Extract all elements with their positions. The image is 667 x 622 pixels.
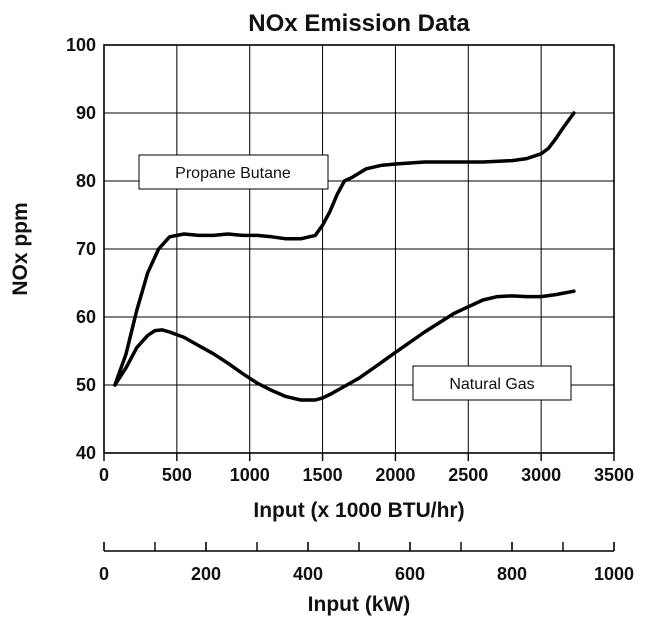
secondary-axis-ticks <box>103 542 615 551</box>
secondary-tick-label: 800 <box>497 564 527 584</box>
secondary-axis-tick-labels: 0 200 400 600 800 1000 <box>99 564 634 584</box>
y-tick-label: 90 <box>76 103 96 123</box>
legend-natural-gas-box <box>412 365 572 401</box>
plot-frame <box>103 44 615 454</box>
x-tick-label: 2500 <box>448 465 488 485</box>
series-group <box>113 111 576 402</box>
series-line-natural-gas <box>113 289 576 402</box>
y-tick-label: 60 <box>76 307 96 327</box>
legend-natural-gas: Natural Gas <box>412 365 572 401</box>
secondary-tick-label: 1000 <box>594 564 634 584</box>
y-tick-label: 50 <box>76 375 96 395</box>
series-line-propane-butane <box>113 111 576 387</box>
x-axis-label: Input (x 1000 BTU/hr) <box>253 499 464 522</box>
secondary-tick-label: 600 <box>395 564 425 584</box>
legend-natural-gas-label: Natural Gas <box>449 376 534 393</box>
legend-propane-butane-label: Propane Butane <box>175 165 291 182</box>
y-axis-label: NOx ppm <box>9 202 32 295</box>
y-tick-labels: 40 50 60 70 80 90 100 <box>66 35 96 463</box>
legend-propane-butane: Propane Butane <box>138 154 329 190</box>
legend-propane-butane-box <box>138 154 329 190</box>
x-tick-label: 3000 <box>521 465 561 485</box>
y-tick-label: 40 <box>76 443 96 463</box>
x-tick-labels: 0 500 1000 1500 2000 2500 3000 3500 <box>99 465 634 485</box>
secondary-tick-label: 400 <box>293 564 323 584</box>
chart-title: NOx Emission Data <box>248 10 470 37</box>
secondary-tick-label: 200 <box>191 564 221 584</box>
secondary-tick-label: 0 <box>99 564 109 584</box>
x-tick-label: 500 <box>162 465 192 485</box>
x-tick-label: 1000 <box>230 465 270 485</box>
x-tick-label: 0 <box>99 465 109 485</box>
x-tick-label: 3500 <box>594 465 634 485</box>
secondary-axis-label: Input (kW) <box>308 593 411 616</box>
x-tick-label: 1500 <box>303 465 343 485</box>
y-tick-label: 70 <box>76 239 96 259</box>
secondary-axis: 0 200 400 600 800 1000 Input (kW) <box>99 542 634 616</box>
y-tick-label: 80 <box>76 171 96 191</box>
x-tick-label: 2000 <box>375 465 415 485</box>
y-tick-label: 100 <box>66 35 96 55</box>
